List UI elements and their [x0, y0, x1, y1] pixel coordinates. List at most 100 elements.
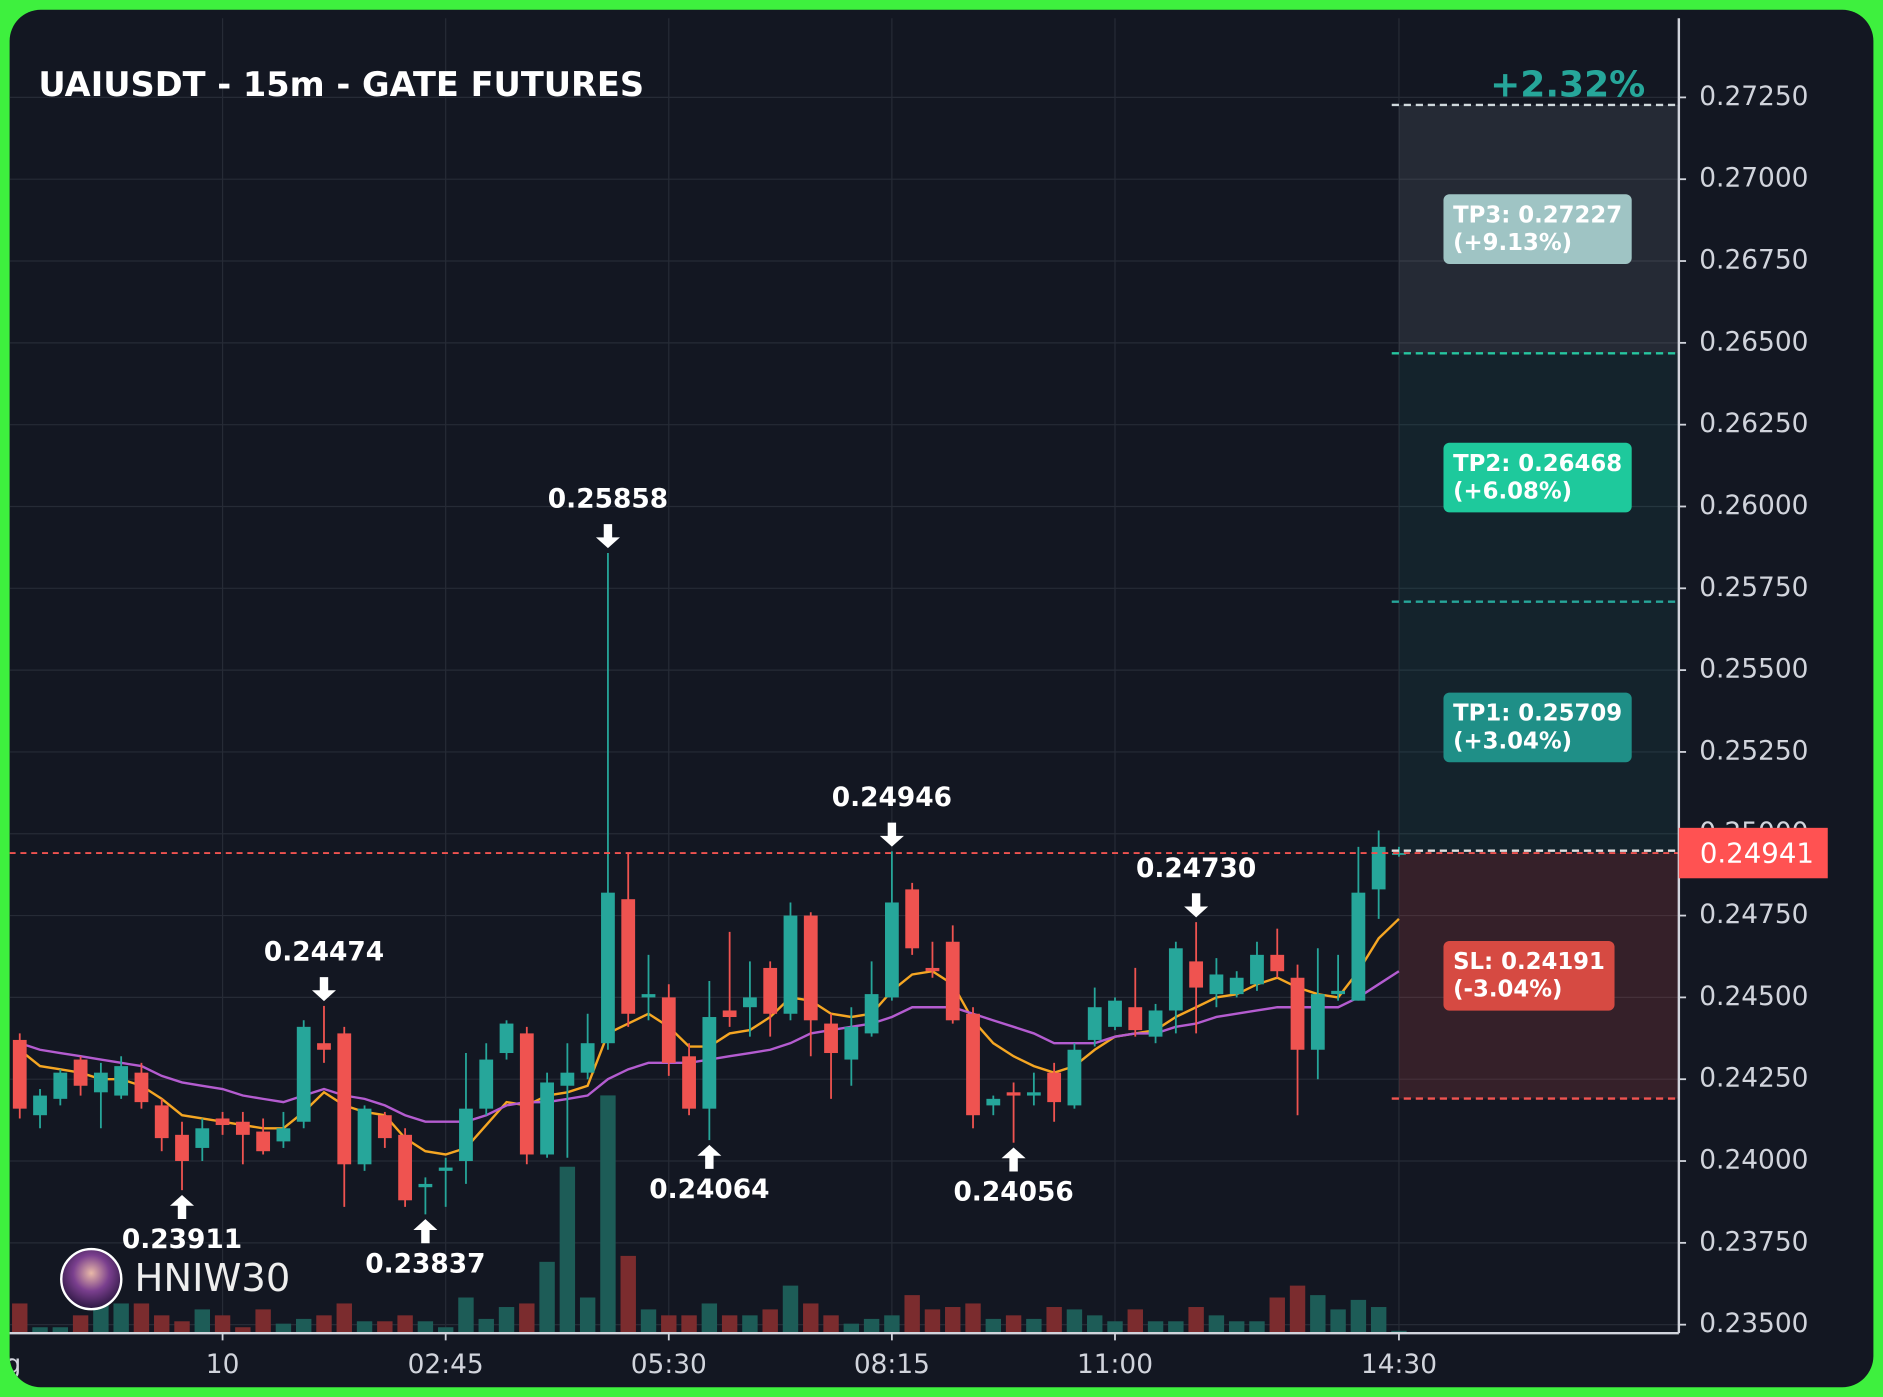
- volume-bar: [782, 1285, 799, 1334]
- volume-bar: [397, 1315, 413, 1334]
- candle-body: [783, 915, 798, 1014]
- plot: Aug 10 02:45 05:30 08:15 11:00 14:30 TP3: 0.272…: [9, 18, 1679, 1380]
- volume-bar: [255, 1309, 271, 1334]
- candle-body: [1310, 994, 1325, 1050]
- candle-body: [479, 1059, 494, 1109]
- candle-body: [53, 1072, 68, 1099]
- candle-body: [580, 1043, 595, 1073]
- volume-bar: [1127, 1309, 1143, 1334]
- candle-body: [641, 994, 656, 998]
- candle-body: [215, 1118, 230, 1126]
- volume-bar: [478, 1318, 494, 1334]
- volume-bar: [965, 1303, 981, 1334]
- volume-bar: [1269, 1297, 1285, 1334]
- volume-bar: [52, 1327, 69, 1334]
- annotation-arrow: [1184, 893, 1209, 918]
- volume-bar: [437, 1327, 454, 1334]
- candle-body: [824, 1023, 838, 1054]
- watermark: HNIW30: [135, 1256, 291, 1301]
- volume-bar: [235, 1327, 251, 1334]
- volume-bar: [1087, 1315, 1103, 1334]
- candle-body: [499, 1023, 514, 1054]
- volume-bar: [498, 1307, 515, 1334]
- candle-body: [763, 967, 778, 1014]
- volume-bar: [701, 1303, 718, 1334]
- candle-body: [235, 1121, 250, 1135]
- level-box: [1443, 940, 1615, 1011]
- volume-bar: [600, 1095, 616, 1334]
- candle-body: [682, 1056, 696, 1109]
- candle-body: [1189, 961, 1204, 988]
- candle-body: [1209, 974, 1224, 995]
- y-tick-label: 0.23750: [1699, 1226, 1808, 1257]
- candle-body: [905, 889, 920, 949]
- volume-bar: [1107, 1321, 1123, 1334]
- volume-bar: [1026, 1318, 1042, 1334]
- volume-bar: [377, 1321, 393, 1334]
- annotation-arrow: [1001, 1147, 1026, 1172]
- annotation-arrow: [879, 822, 904, 847]
- candle-body: [986, 1098, 1001, 1106]
- volume-bar: [12, 1303, 28, 1334]
- candle-body: [702, 1017, 717, 1109]
- volume-bar: [295, 1318, 312, 1334]
- x-tick-label: 10: [206, 1349, 240, 1380]
- volume-bar: [1289, 1285, 1306, 1334]
- level-change: (+3.04%): [1453, 728, 1572, 754]
- volume-bar: [519, 1303, 535, 1334]
- y-tick-label: 0.25750: [1699, 572, 1808, 603]
- candle-body: [357, 1108, 372, 1165]
- volume-bar: [843, 1323, 860, 1334]
- y-tick-label: 0.25250: [1699, 735, 1808, 766]
- candle-body: [114, 1066, 129, 1096]
- volume-bar: [1168, 1321, 1184, 1334]
- level-box: [1443, 692, 1632, 763]
- volume-bar: [1330, 1309, 1346, 1334]
- chart-title: UAIUSDT - 15m - GATE FUTURES: [38, 65, 644, 104]
- candle-body: [195, 1128, 210, 1148]
- level-change: (+9.13%): [1453, 230, 1572, 256]
- volume-bar: [742, 1315, 758, 1334]
- volume-bar: [133, 1303, 150, 1334]
- level-label: SL: 0.24191: [1453, 949, 1605, 975]
- annotation-label: 0.23837: [365, 1248, 485, 1279]
- candle-body: [154, 1105, 169, 1139]
- candle-body: [864, 994, 879, 1034]
- candle-body: [1087, 1007, 1102, 1040]
- level-label: TP3: 0.27227: [1453, 202, 1622, 228]
- candle-body: [1168, 948, 1183, 1011]
- volume-bar: [275, 1323, 292, 1334]
- candle-body: [459, 1108, 473, 1162]
- candle-body: [296, 1026, 311, 1122]
- price-tag-label: 0.24941: [1700, 836, 1814, 869]
- y-tick-label: 0.26000: [1699, 490, 1808, 521]
- candle-body: [93, 1072, 108, 1093]
- y-tick-label: 0.24500: [1699, 981, 1808, 1012]
- price-tag: [1678, 827, 1828, 879]
- candle-body: [743, 997, 757, 1008]
- change-label: +2.32%: [1490, 65, 1645, 106]
- y-tick-label: 0.26250: [1699, 408, 1808, 439]
- volume-bar: [356, 1321, 373, 1334]
- candle-body: [418, 1183, 433, 1188]
- candle-body: [438, 1167, 453, 1171]
- volume-bar: [336, 1303, 352, 1334]
- volume-bar: [924, 1309, 941, 1334]
- candle-body: [540, 1082, 554, 1155]
- volume-bar: [579, 1297, 596, 1334]
- annotation-label: 0.24474: [264, 937, 384, 968]
- y-tick-label: 0.24250: [1699, 1063, 1808, 1094]
- candle-body: [1006, 1092, 1021, 1096]
- volume-bar: [640, 1309, 657, 1334]
- annotation-arrow: [697, 1144, 722, 1169]
- candle-body: [884, 902, 899, 998]
- annotation-label: 0.25858: [548, 484, 668, 515]
- candle-body: [945, 941, 960, 1021]
- x-tick-label: 02:45: [408, 1349, 484, 1380]
- y-tick-label: 0.23500: [1699, 1308, 1808, 1339]
- annotation-label: 0.24064: [649, 1174, 769, 1205]
- volume-bar: [174, 1321, 190, 1334]
- volume-bar: [904, 1295, 920, 1334]
- level-box: [1443, 442, 1632, 513]
